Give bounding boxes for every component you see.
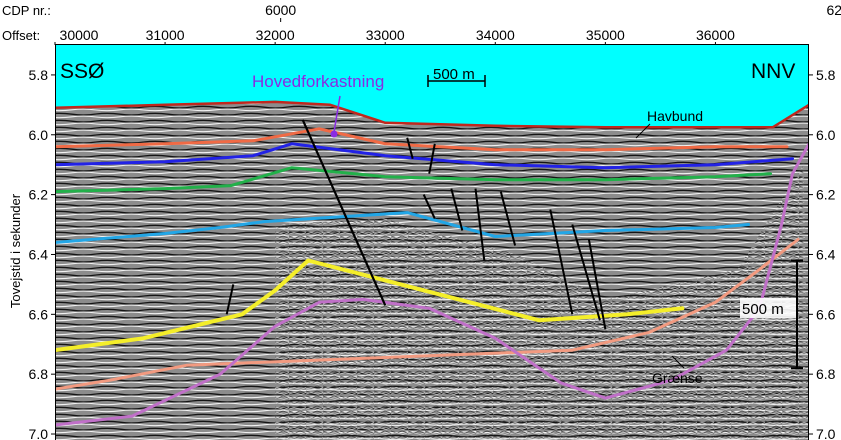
cdp-tick-label: 6200: [826, 2, 841, 18]
faults: [225, 119, 607, 330]
hscale-label: 500 m: [433, 66, 475, 83]
fault-line: [474, 188, 486, 261]
header: CDP nr.: Offset: 58006000620064006600680…: [2, 2, 841, 45]
fault-line: [587, 239, 607, 330]
offset-ticks: 30000 31000 32000 33000 34000 35000 36000: [54, 27, 735, 45]
offset-tick-label: 31000: [146, 27, 185, 43]
y-tick-label-left: 6.2: [29, 187, 49, 203]
horizon-havbund: [55, 100, 809, 129]
y-tick-label-left: 6.4: [29, 246, 49, 262]
horizon-gr-nse: [55, 142, 809, 427]
cdp-axis-label: CDP nr.:: [2, 3, 51, 18]
horizon-light-blue: [55, 211, 750, 244]
fault-line: [225, 284, 235, 315]
boundary-pointer: [671, 355, 685, 369]
y-tick-label-right: 6.4: [816, 246, 836, 262]
horizon-orange: [55, 127, 789, 152]
boundary-annotation: Grænse: [652, 355, 703, 386]
cdp-tick-label: 6000: [265, 2, 296, 18]
y-tick-label-right: 6.2: [816, 187, 836, 203]
seabed-label: Havbund: [647, 108, 703, 124]
offset-tick-label: 36000: [696, 27, 735, 43]
fault-annotation-dot: [330, 130, 338, 138]
chaotic-zone: [275, 164, 809, 440]
y-tick-label-left: 6.0: [29, 127, 49, 143]
horizon-green: [55, 166, 772, 194]
horizons: [55, 100, 809, 427]
fault-line: [549, 209, 574, 315]
horizon-salmon: [55, 238, 800, 391]
seabed-annotation: Havbund: [635, 108, 703, 139]
offset-tick-label: 34000: [476, 27, 515, 43]
water-column: [55, 45, 809, 128]
seismic-section: [55, 45, 809, 440]
fault-line: [571, 224, 601, 321]
vscale-label-bg: [740, 298, 796, 318]
y-tick-label-right: 7.0: [816, 426, 836, 440]
y-tick-label-left: 5.8: [29, 67, 49, 83]
offset-tick-label: 32000: [256, 27, 295, 43]
y-tick-label-left: 6.8: [29, 366, 49, 382]
offset-tick-label: 35000: [586, 27, 625, 43]
y-tick-label-right: 6.0: [816, 127, 836, 143]
fault-line: [428, 143, 436, 174]
fault-line: [406, 137, 414, 159]
horizon-blue: [55, 142, 794, 170]
offset-tick-label: 33000: [366, 27, 405, 43]
boundary-label: Grænse: [652, 370, 703, 386]
fault-annotation: Hovedforkastning: [252, 72, 384, 91]
fault-annotation-pointer: [333, 95, 341, 133]
y-tick-label-right: 6.6: [816, 306, 836, 322]
y-tick-label-right: 6.8: [816, 366, 836, 382]
fault-line: [422, 194, 436, 220]
offset-axis-label: Offset:: [2, 28, 40, 43]
y-tick-label-left: 7.0: [29, 426, 49, 440]
offset-tick-label: 30000: [60, 27, 99, 43]
fault-line: [499, 191, 517, 246]
main-fault-line: [301, 119, 387, 306]
fault-line: [450, 188, 464, 231]
y-tick-label-right: 5.8: [816, 67, 836, 83]
y-tick-label-left: 6.6: [29, 306, 49, 322]
horizontal-scale-bar: 500 m: [427, 66, 486, 87]
direction-left: SSØ: [60, 60, 104, 83]
y-axis-title: Tovejstid i sekunder: [8, 193, 23, 308]
vertical-scale-bar: 500 m: [740, 259, 803, 370]
seabed-pointer: [635, 123, 651, 139]
horizon-yellow: [55, 258, 685, 353]
direction-right: NNV: [751, 60, 795, 83]
y-axis-ticks: 5.8 5.8 6.0 6.0 6.2 6.2 6.4 6.4 6.6 6.6 6.8 6.8 7.0 7…: [29, 67, 836, 440]
vscale-label: 500 m: [742, 301, 784, 318]
cdp-ticks: 580060006200640066006800: [265, 2, 841, 22]
